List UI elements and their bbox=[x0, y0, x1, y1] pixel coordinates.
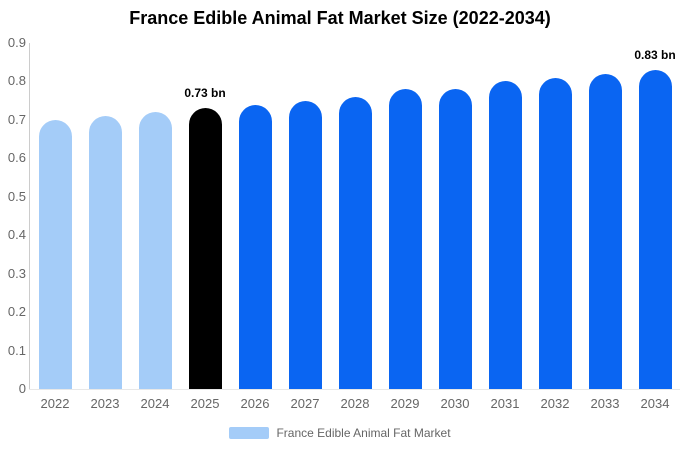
bar-2034[interactable] bbox=[638, 69, 672, 389]
y-axis-line bbox=[29, 43, 30, 389]
x-tick-label: 2028 bbox=[340, 396, 370, 411]
y-tick-label: 0.1 bbox=[7, 342, 26, 358]
bar-2023[interactable] bbox=[88, 116, 122, 389]
y-tick-label: 0.5 bbox=[7, 188, 26, 204]
x-tick-label: 2033 bbox=[590, 396, 620, 411]
bar-2030[interactable] bbox=[438, 89, 472, 389]
legend-item[interactable]: France Edible Animal Fat Market bbox=[229, 426, 451, 440]
bar-2024[interactable] bbox=[138, 112, 172, 389]
bar-2025[interactable] bbox=[188, 108, 222, 389]
y-tick-label: 0.9 bbox=[7, 35, 26, 50]
x-tick-label: 2031 bbox=[490, 396, 520, 411]
bar-2032[interactable] bbox=[538, 77, 572, 389]
y-tick-label: 0.8 bbox=[7, 73, 26, 89]
chart-title: France Edible Animal Fat Market Size (20… bbox=[129, 8, 551, 28]
y-tick-label: 0.3 bbox=[7, 265, 26, 281]
x-tick-label: 2023 bbox=[90, 396, 120, 411]
x-tick-label: 2024 bbox=[140, 396, 170, 411]
bar-2031[interactable] bbox=[488, 81, 522, 389]
bar-data-label: 0.73 bn bbox=[184, 86, 226, 101]
x-tick-label: 2025 bbox=[190, 396, 220, 411]
x-tick-label: 2032 bbox=[540, 396, 570, 411]
y-tick-label: 0.4 bbox=[7, 227, 26, 243]
y-tick-label: 0.2 bbox=[7, 304, 26, 320]
bar-2026[interactable] bbox=[238, 104, 272, 389]
bar-2022[interactable] bbox=[38, 119, 72, 389]
legend-swatch-icon bbox=[229, 427, 270, 439]
y-tick-label: 0 bbox=[18, 381, 26, 396]
x-axis-line bbox=[29, 389, 680, 390]
x-tick-label: 2029 bbox=[390, 396, 420, 411]
x-tick-label: 2034 bbox=[640, 396, 670, 411]
x-tick-label: 2022 bbox=[40, 396, 70, 411]
bar-data-label: 0.83 bn bbox=[634, 47, 676, 62]
y-tick-label: 0.6 bbox=[7, 150, 26, 166]
x-tick-label: 2030 bbox=[440, 396, 470, 411]
bar-2028[interactable] bbox=[338, 96, 372, 389]
legend-label: France Edible Animal Fat Market bbox=[276, 426, 451, 440]
y-tick-label: 0.7 bbox=[7, 111, 26, 127]
bar-2027[interactable] bbox=[288, 100, 322, 389]
bar-2029[interactable] bbox=[388, 89, 422, 389]
legend: France Edible Animal Fat Market bbox=[0, 426, 680, 440]
x-tick-label: 2026 bbox=[240, 396, 270, 411]
x-tick-label: 2027 bbox=[290, 396, 320, 411]
bar-2033[interactable] bbox=[588, 73, 622, 389]
